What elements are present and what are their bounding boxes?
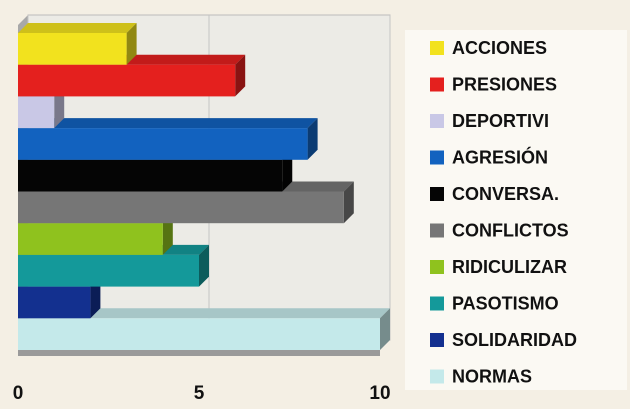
legend-label: SOLIDARIDAD <box>452 330 577 350</box>
legend-swatch <box>430 369 444 384</box>
legend-swatch <box>430 260 444 274</box>
bar <box>18 96 55 129</box>
bar-side <box>199 244 209 287</box>
bar-side <box>90 276 101 319</box>
legend-label: RIDICULIZAR <box>452 257 567 277</box>
bar-top <box>18 118 318 129</box>
bar-top <box>18 308 390 319</box>
bar <box>18 33 127 65</box>
bar-side <box>235 54 246 97</box>
x-tick-label: 5 <box>194 383 205 404</box>
legend-swatch <box>430 296 444 311</box>
bar <box>18 191 344 224</box>
bar-side <box>54 86 65 129</box>
legend-label: PASOTISMO <box>452 293 559 313</box>
legend-label: DEPORTIVI <box>452 111 549 131</box>
legend-label: ACCIONES <box>452 38 547 58</box>
legend-swatch <box>430 150 444 165</box>
x-tick-label: 10 <box>369 383 390 404</box>
bar-top <box>18 23 137 33</box>
legend-swatch <box>430 187 444 201</box>
bar <box>18 318 380 350</box>
x-tick-label: 0 <box>13 383 24 404</box>
legend-swatch <box>430 114 444 128</box>
bar-side <box>343 181 354 224</box>
legend-label: AGRESIÓN <box>452 146 548 167</box>
legend-label: PRESIONES <box>452 74 557 94</box>
bar <box>18 128 308 160</box>
bar-side <box>162 213 173 255</box>
bar <box>18 223 163 255</box>
legend-swatch <box>430 333 444 347</box>
bar <box>18 64 236 97</box>
bar <box>18 286 91 319</box>
legend-swatch <box>430 223 444 238</box>
bar-side <box>380 308 390 350</box>
legend-label: CONVERSA. <box>452 184 559 204</box>
bar-side <box>307 118 318 160</box>
legend-label: CONFLICTOS <box>452 220 569 240</box>
legend-label: NORMAS <box>452 366 532 386</box>
bar-side <box>126 23 137 65</box>
floor-edge <box>18 350 380 356</box>
bar-side <box>282 149 293 192</box>
bar <box>18 254 199 287</box>
legend-swatch <box>430 41 444 55</box>
bar <box>18 159 283 192</box>
legend-swatch <box>430 77 444 92</box>
